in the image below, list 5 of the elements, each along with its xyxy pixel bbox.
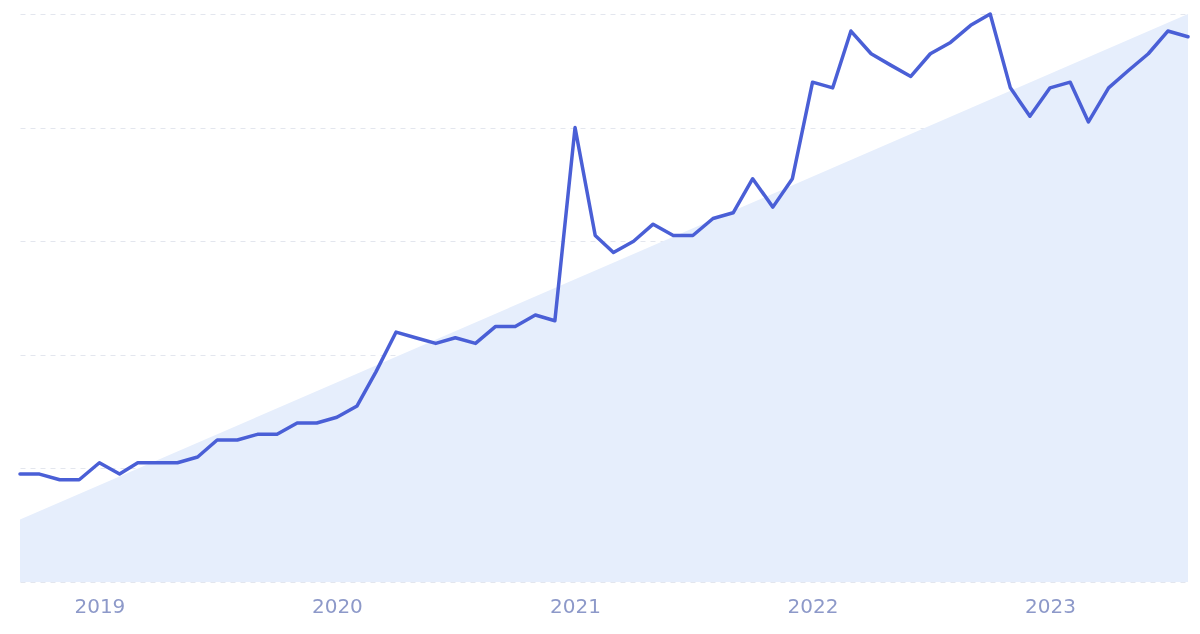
- x-tick-label: 2019: [74, 593, 126, 618]
- x-tick-label: 2020: [311, 593, 363, 618]
- x-tick-label: 2023: [1025, 593, 1077, 618]
- x-tick-label: 2021: [550, 593, 601, 618]
- x-tick-label: 2022: [787, 593, 839, 618]
